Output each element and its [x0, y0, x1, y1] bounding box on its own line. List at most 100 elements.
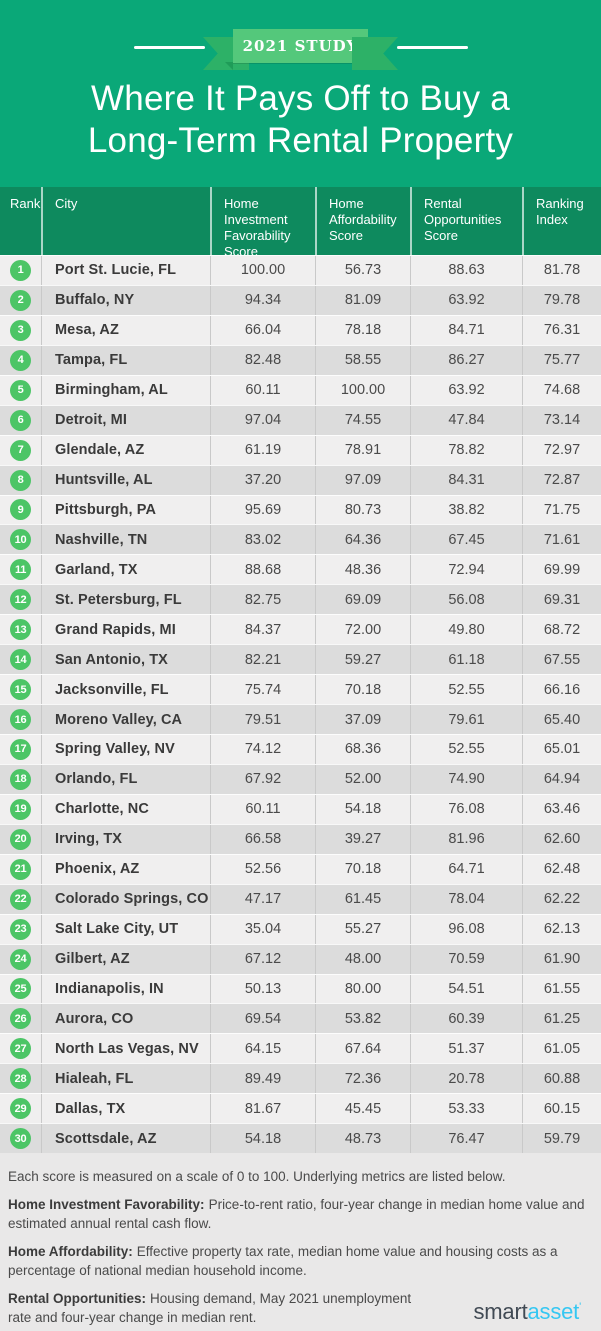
table-row: 23 Salt Lake City, UT 35.04 55.27 96.08 …	[0, 913, 601, 944]
rental-opportunities-score-cell: 20.78	[410, 1064, 522, 1094]
city-cell: Birmingham, AL	[41, 375, 210, 405]
home-investment-favorability-score-cell: 95.69	[210, 495, 315, 525]
ranking-index-cell: 62.48	[522, 854, 601, 884]
table-row: 8 Huntsville, AL 37.20 97.09 84.31 72.87	[0, 464, 601, 495]
home-affordability-score-cell: 54.18	[315, 794, 410, 824]
rank-cell: 30	[0, 1124, 41, 1153]
rank-badge: 1	[10, 259, 31, 281]
rank-cell: 22	[0, 885, 41, 914]
table-row: 27 North Las Vegas, NV 64.15 67.64 51.37…	[0, 1033, 601, 1064]
home-investment-favorability-score-cell: 67.12	[210, 944, 315, 974]
rank-cell: 2	[0, 286, 41, 315]
home-investment-favorability-score-cell: 54.18	[210, 1124, 315, 1154]
footnote-rental-opportunities: Rental Opportunities: Housing demand, May…	[8, 1289, 438, 1327]
rental-opportunities-score-cell: 60.39	[410, 1004, 522, 1034]
rank-badge: 16	[10, 709, 31, 731]
home-affordability-score-cell: 52.00	[315, 764, 410, 794]
home-affordability-score-cell: 39.27	[315, 824, 410, 854]
table-row: 18 Orlando, FL 67.92 52.00 74.90 64.94	[0, 763, 601, 794]
city-cell: Irving, TX	[41, 824, 210, 854]
rental-opportunities-score-cell: 78.82	[410, 435, 522, 465]
table-body: 1 Port St. Lucie, FL 100.00 56.73 88.63 …	[0, 255, 601, 1154]
ranking-index-cell: 72.87	[522, 465, 601, 495]
home-affordability-score-cell: 81.09	[315, 285, 410, 315]
rental-opportunities-score-cell: 81.96	[410, 824, 522, 854]
rank-badge: 22	[10, 888, 31, 910]
ranking-index-cell: 67.55	[522, 645, 601, 675]
col-header-city: City	[41, 187, 210, 255]
footnote-label: Rental Opportunities:	[8, 1291, 146, 1306]
table-row: 11 Garland, TX 88.68 48.36 72.94 69.99	[0, 554, 601, 585]
logo-text-asset: asset	[527, 1299, 580, 1324]
rental-opportunities-score-cell: 64.71	[410, 854, 522, 884]
table-row: 14 San Antonio, TX 82.21 59.27 61.18 67.…	[0, 644, 601, 675]
rental-opportunities-score-cell: 86.27	[410, 345, 522, 375]
rank-cell: 10	[0, 525, 41, 554]
city-cell: Spring Valley, NV	[41, 735, 210, 764]
rental-opportunities-score-cell: 52.55	[410, 735, 522, 764]
table-row: 25 Indianapolis, IN 50.13 80.00 54.51 61…	[0, 973, 601, 1004]
rental-opportunities-score-cell: 79.61	[410, 705, 522, 734]
table-row: 2 Buffalo, NY 94.34 81.09 63.92 79.78	[0, 284, 601, 315]
col-header-rank: Rank	[10, 196, 41, 211]
rank-badge: 8	[10, 469, 31, 491]
home-investment-favorability-score-cell: 67.92	[210, 764, 315, 794]
col-header-home-investment-favorability-score: Home Investment Favorability Score	[210, 187, 315, 259]
city-cell: Mesa, AZ	[41, 315, 210, 345]
rank-cell: 28	[0, 1064, 41, 1093]
rank-cell: 14	[0, 645, 41, 674]
ranking-index-cell: 62.13	[522, 914, 601, 944]
ranking-index-cell: 61.90	[522, 944, 601, 974]
ribbon-fold-left	[225, 62, 233, 70]
ranking-index-cell: 60.88	[522, 1064, 601, 1094]
city-cell: Moreno Valley, CA	[41, 705, 210, 734]
city-cell: Hialeah, FL	[41, 1064, 210, 1094]
city-cell: Dallas, TX	[41, 1094, 210, 1124]
rank-cell: 26	[0, 1004, 41, 1033]
rank-cell: 16	[0, 705, 41, 734]
rank-badge: 13	[10, 619, 31, 641]
table-row: 21 Phoenix, AZ 52.56 70.18 64.71 62.48	[0, 853, 601, 884]
city-cell: Indianapolis, IN	[41, 974, 210, 1004]
home-investment-favorability-score-cell: 66.04	[210, 315, 315, 345]
rank-cell: 24	[0, 945, 41, 974]
table-row: 1 Port St. Lucie, FL 100.00 56.73 88.63 …	[0, 255, 601, 285]
rank-cell: 13	[0, 615, 41, 644]
home-affordability-score-cell: 100.00	[315, 375, 410, 405]
table-row: 19 Charlotte, NC 60.11 54.18 76.08 63.46	[0, 793, 601, 824]
city-cell: Glendale, AZ	[41, 435, 210, 465]
col-header-ranking-index: Ranking Index	[522, 187, 601, 255]
city-cell: Jacksonville, FL	[41, 675, 210, 705]
table-row: 10 Nashville, TN 83.02 64.36 67.45 71.61	[0, 524, 601, 555]
rental-opportunities-score-cell: 61.18	[410, 645, 522, 675]
city-cell: Garland, TX	[41, 555, 210, 585]
rank-badge: 27	[10, 1038, 31, 1060]
city-cell: Huntsville, AL	[41, 465, 210, 495]
city-cell: San Antonio, TX	[41, 645, 210, 675]
table-row: 7 Glendale, AZ 61.19 78.91 78.82 72.97	[0, 434, 601, 465]
footnote-text: Price-to-rent ratio, four-year change in…	[8, 1197, 585, 1231]
home-affordability-score-cell: 37.09	[315, 705, 410, 734]
rank-badge: 14	[10, 649, 31, 671]
rental-opportunities-score-cell: 63.92	[410, 375, 522, 405]
home-affordability-score-cell: 58.55	[315, 345, 410, 375]
ranking-index-cell: 75.77	[522, 345, 601, 375]
city-cell: Nashville, TN	[41, 525, 210, 555]
rental-opportunities-score-cell: 74.90	[410, 764, 522, 794]
scale-note: Each score is measured on a scale of 0 t…	[8, 1169, 506, 1184]
col-header-rental-opportunities-score: Rental Opportunities Score	[410, 187, 522, 255]
rank-badge: 12	[10, 589, 31, 611]
rank-cell: 27	[0, 1034, 41, 1063]
footnote-home-investment-favorability: Home Investment Favorability: Price-to-re…	[8, 1195, 587, 1233]
home-affordability-score-cell: 72.00	[315, 615, 410, 645]
rank-badge: 17	[10, 738, 31, 760]
rental-opportunities-score-cell: 47.84	[410, 405, 522, 435]
ranking-index-cell: 66.16	[522, 675, 601, 705]
rental-opportunities-score-cell: 63.92	[410, 285, 522, 315]
ranking-index-cell: 61.25	[522, 1004, 601, 1034]
home-affordability-score-cell: 97.09	[315, 465, 410, 495]
home-affordability-score-cell: 59.27	[315, 645, 410, 675]
home-affordability-score-cell: 80.00	[315, 974, 410, 1004]
home-investment-favorability-score-cell: 89.49	[210, 1064, 315, 1094]
rental-opportunities-score-cell: 88.63	[410, 256, 522, 285]
